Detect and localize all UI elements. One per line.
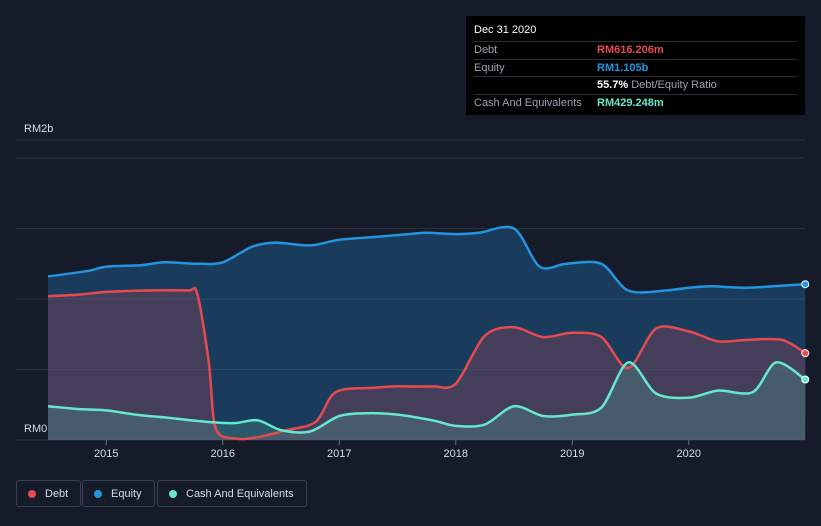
tooltip-row-value: RM1.105b xyxy=(597,61,649,74)
y-axis-labels: RM2b RM0 xyxy=(24,123,53,435)
cash-and-equivalents-end-marker[interactable] xyxy=(801,375,810,384)
series-end-markers xyxy=(801,280,810,384)
cash-and-equivalents-line xyxy=(47,361,807,434)
tooltip-row-label: Equity xyxy=(474,61,505,74)
equity-end-marker[interactable] xyxy=(801,280,810,289)
x-tick-label: 2015 xyxy=(94,448,118,460)
tooltip-row-value: RM429.248m xyxy=(597,96,664,109)
x-tick-label: 2020 xyxy=(677,448,701,460)
debt-end-marker[interactable] xyxy=(801,349,810,358)
legend-item-cash-and-equivalents[interactable]: Cash And Equivalents xyxy=(157,480,307,507)
y-label-bottom: RM0 xyxy=(24,423,47,435)
legend-dot-icon xyxy=(169,489,177,498)
tooltip-row-value: RM616.206m xyxy=(597,44,664,57)
legend-dot-icon xyxy=(94,489,102,498)
debt-line xyxy=(47,286,806,441)
debt-area xyxy=(48,287,806,440)
tooltip-row: 55.7% Debt/Equity Ratio xyxy=(474,76,797,94)
legend-item-debt[interactable]: Debt xyxy=(16,480,82,507)
tooltip-row-value: 55.7% xyxy=(597,79,629,92)
tooltip-row: Cash And Equivalents RM429.248m xyxy=(474,93,797,112)
equity-line xyxy=(47,225,806,294)
legend-label: Equity xyxy=(111,487,142,500)
x-tick-label: 2019 xyxy=(560,448,584,460)
x-tick-label: 2017 xyxy=(327,448,351,460)
tooltip-ratio-label: Debt/Equity Ratio xyxy=(631,79,717,92)
tooltip-row-label: Debt xyxy=(474,44,498,57)
legend-label: Debt xyxy=(45,487,69,500)
x-tick-label: 2018 xyxy=(444,448,468,460)
tooltip-row-label: Cash And Equivalents xyxy=(474,96,582,109)
tooltip-panel: Dec 31 2020 Debt RM616.206m Equity RM1.105b… xyxy=(466,16,805,115)
legend-label: Cash And Equivalents xyxy=(186,487,294,500)
legend-item-equity[interactable]: Equity xyxy=(82,480,155,507)
x-tick-label: 2016 xyxy=(211,448,235,460)
tooltip-date: Dec 31 2020 xyxy=(474,24,537,36)
y-label-top: RM2b xyxy=(24,123,53,135)
tooltip-row: Debt RM616.206m xyxy=(474,41,797,59)
tooltip-row: Equity RM1.105b xyxy=(474,58,797,77)
x-axis-ticks: 2015 2016 2017 2018 2019 2020 xyxy=(94,440,701,460)
series-lines xyxy=(47,225,807,441)
legend-dot-icon xyxy=(28,489,36,498)
